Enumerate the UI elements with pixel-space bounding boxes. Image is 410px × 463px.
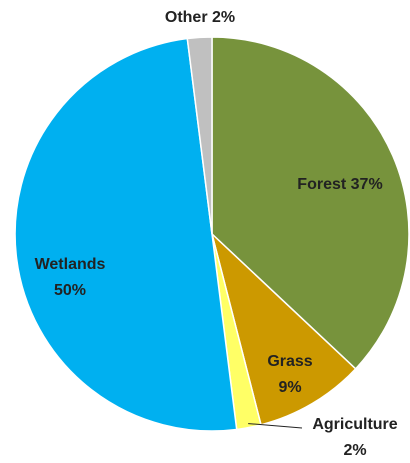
slice-label: Other 2% [165, 9, 235, 26]
value-label: 2% [343, 442, 366, 459]
category-label: Forest [297, 176, 347, 193]
pie-slice [186, 36, 213, 235]
value-label: 37% [351, 176, 383, 193]
pie-slice [211, 36, 410, 370]
pie-slice [210, 231, 357, 426]
value-label: 50% [54, 282, 86, 299]
slice-label: Forest 37% [297, 176, 382, 193]
leader-line [248, 423, 303, 429]
category-label: Grass [267, 353, 312, 370]
pie-slice [14, 37, 238, 432]
category-label: Other [165, 9, 208, 26]
category-label: Wetlands [35, 256, 106, 273]
value-label: 9% [278, 379, 301, 396]
value-label: 2% [212, 9, 235, 26]
category-label: Agriculture [312, 416, 397, 433]
